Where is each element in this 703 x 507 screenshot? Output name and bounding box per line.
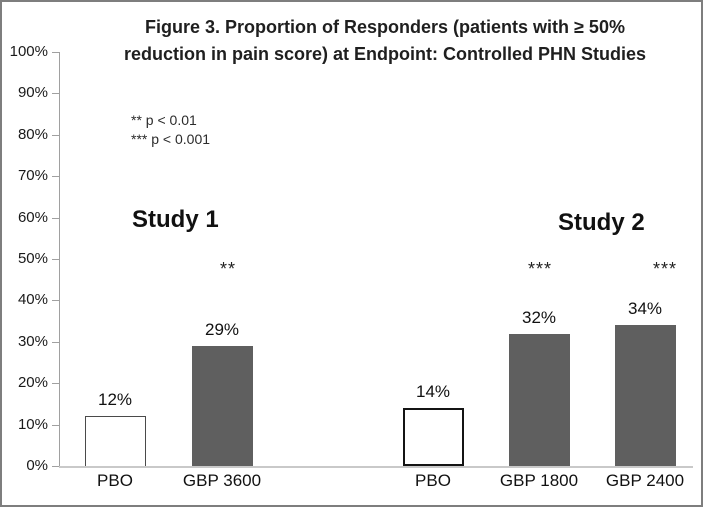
y-axis-tick [52, 383, 59, 384]
bar-value-label-study-1-pbo: 12% [97, 390, 133, 409]
bar-study-2-pbo [403, 408, 464, 466]
x-axis-category-label-study-2-gbp-2400: GBP 2400 [605, 471, 685, 490]
y-axis-line [59, 52, 60, 467]
chart-title: Figure 3. Proportion of Responders (pati… [85, 14, 685, 68]
bar-study-2-gbp-1800 [509, 334, 570, 466]
x-axis-category-label-study-1-pbo: PBO [97, 471, 133, 490]
chart-title-line2: reduction in pain score) at Endpoint: Co… [123, 44, 647, 64]
y-axis-tick-label: 70% [17, 167, 48, 184]
y-axis-tick [52, 425, 59, 426]
y-axis-tick [52, 218, 59, 219]
y-axis-tick [52, 466, 59, 467]
y-axis-tick [52, 300, 59, 301]
x-axis-category-label-study-2-pbo: PBO [415, 471, 451, 490]
y-axis-tick [52, 342, 59, 343]
significance-legend-p001: *** p < 0.001 [131, 131, 211, 147]
bar-study-1-pbo [85, 416, 146, 466]
y-axis-tick-label: 60% [17, 209, 48, 226]
bar-study-2-gbp-2400 [615, 325, 676, 466]
y-axis-tick-label: 10% [17, 416, 48, 433]
significance-marker-study-2-gbp-1800: *** [527, 259, 552, 279]
y-axis-tick-label: 30% [17, 333, 48, 350]
significance-marker-study-1-gbp-3600: ** [219, 259, 236, 279]
y-axis-tick [52, 135, 59, 136]
bar-value-label-study-2-gbp-1800: 32% [521, 308, 557, 327]
y-axis-tick-label: 20% [17, 374, 48, 391]
y-axis-tick [52, 176, 59, 177]
y-axis-tick-label: 50% [17, 250, 48, 267]
y-axis-tick-label: 80% [17, 126, 48, 143]
x-axis-category-label-study-1-gbp-3600: GBP 3600 [182, 471, 262, 490]
y-axis-tick-label: 40% [17, 291, 48, 308]
y-axis-tick [52, 52, 59, 53]
y-axis-tick [52, 93, 59, 94]
x-axis-line [59, 466, 693, 468]
y-axis-tick [52, 259, 59, 260]
significance-legend-p01: ** p < 0.01 [131, 112, 197, 128]
bar-study-1-gbp-3600 [192, 346, 253, 466]
significance-marker-study-2-gbp-2400: *** [652, 259, 677, 279]
bar-value-label-study-2-pbo: 14% [415, 382, 451, 401]
y-axis-tick-label: 90% [17, 84, 48, 101]
x-axis-category-label-study-2-gbp-1800: GBP 1800 [499, 471, 579, 490]
bar-value-label-study-2-gbp-2400: 34% [627, 299, 663, 318]
chart-title-line1: Figure 3. Proportion of Responders (pati… [145, 17, 625, 37]
y-axis-tick-label: 100% [9, 43, 48, 60]
group-label-study-2: Study 2 [558, 209, 645, 236]
bar-value-label-study-1-gbp-3600: 29% [204, 320, 240, 339]
y-axis-tick-label: 0% [26, 457, 48, 474]
group-label-study-1: Study 1 [132, 206, 219, 233]
